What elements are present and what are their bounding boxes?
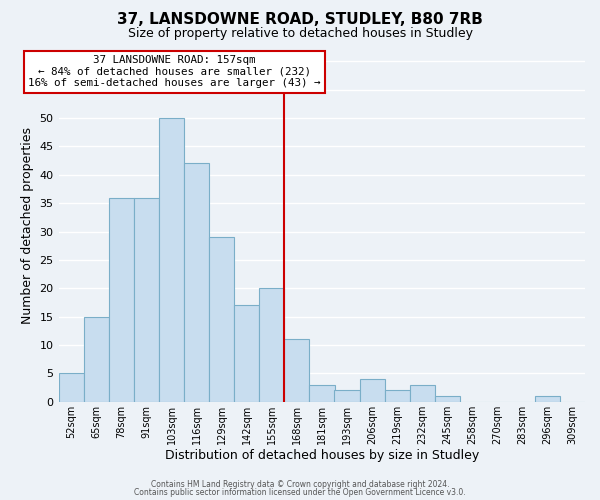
Y-axis label: Number of detached properties: Number of detached properties [21,128,34,324]
Bar [234,306,259,402]
Bar [84,316,109,402]
Bar [535,396,560,402]
Text: Contains HM Land Registry data © Crown copyright and database right 2024.: Contains HM Land Registry data © Crown c… [151,480,449,489]
Bar [385,390,410,402]
Bar [59,374,84,402]
Bar [434,396,460,402]
Text: 37 LANSDOWNE ROAD: 157sqm
← 84% of detached houses are smaller (232)
16% of semi: 37 LANSDOWNE ROAD: 157sqm ← 84% of detac… [28,56,321,88]
Text: Size of property relative to detached houses in Studley: Size of property relative to detached ho… [128,28,473,40]
Bar [310,385,335,402]
Bar [134,198,159,402]
Text: Contains public sector information licensed under the Open Government Licence v3: Contains public sector information licen… [134,488,466,497]
Bar [410,385,434,402]
Bar [184,164,209,402]
X-axis label: Distribution of detached houses by size in Studley: Distribution of detached houses by size … [165,450,479,462]
Bar [335,390,359,402]
Text: 37, LANSDOWNE ROAD, STUDLEY, B80 7RB: 37, LANSDOWNE ROAD, STUDLEY, B80 7RB [117,12,483,28]
Bar [209,237,234,402]
Bar [159,118,184,402]
Bar [284,340,310,402]
Bar [259,288,284,402]
Bar [109,198,134,402]
Bar [359,379,385,402]
